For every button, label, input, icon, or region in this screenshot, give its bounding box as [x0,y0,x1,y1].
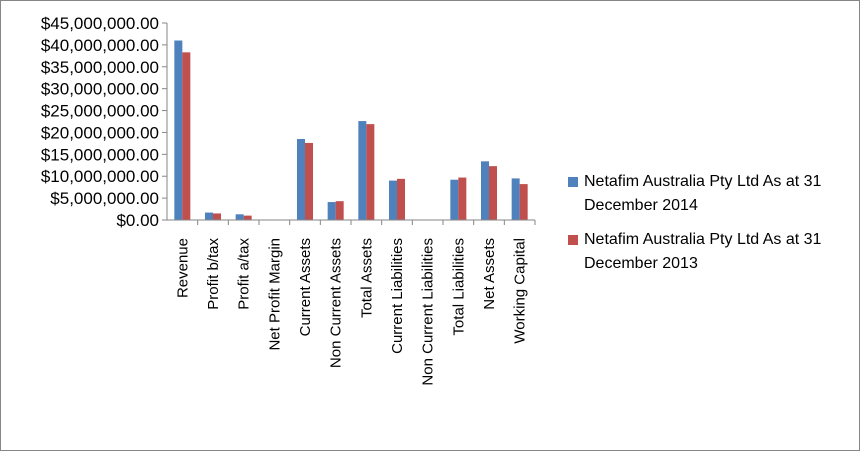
x-category-label: Profit b/tax [205,238,222,310]
bar-2014 [297,139,305,220]
legend-label-2013: Netafim Australia Pty Ltd As at 31 Decem… [584,231,822,272]
y-tick-label: $0.00 [116,211,159,230]
y-axis-ticks: $0.00 $5,000,000.00 $10,000,000.00 $15,000,… [41,14,167,230]
bar-2013 [243,215,252,220]
bar-2013 [366,124,375,220]
x-axis-category-labels: Revenue Profit b/tax Profit a/tax Net Profi… [174,238,528,386]
x-category-label: Net Profit Margin [266,238,283,351]
x-category-label: Profit a/tax [236,238,253,310]
bar-2013 [397,178,405,220]
y-tick-label: $35,000,000.00 [41,58,159,77]
x-category-label: Non Current Assets [328,238,345,368]
x-category-label: Current Liabilities [389,238,406,354]
bar-2014 [511,178,520,220]
bar-2013 [489,166,497,220]
legend-swatch-2013 [568,235,578,245]
y-tick-label: $15,000,000.00 [41,145,159,164]
bar-2014 [235,214,244,220]
bar-2014 [481,161,489,220]
bar-2014 [327,202,336,220]
x-category-label: Total Liabilities [450,238,467,336]
legend-item-2013: Netafim Australia Pty Ltd As at 31 Decem… [562,228,852,276]
bar-2014 [450,179,459,220]
bar-series [174,40,536,225]
y-tick-label: $25,000,000.00 [41,102,159,121]
bar-2014 [358,121,367,220]
y-tick-label: $30,000,000.00 [41,80,159,99]
bar-2013 [458,177,467,220]
bar-2014 [389,180,397,220]
y-tick-label: $10,000,000.00 [41,167,159,186]
x-category-label: Non Current Liabilities [420,238,437,386]
x-category-label: Revenue [174,238,191,298]
y-tick-label: $20,000,000.00 [41,123,159,142]
x-category-label: Working Capital [512,238,529,344]
y-tick-label: $40,000,000.00 [41,36,159,55]
legend: Netafim Australia Pty Ltd As at 31 Decem… [562,170,852,286]
bar-2013 [335,201,344,220]
legend-item-2014: Netafim Australia Pty Ltd As at 31 Decem… [562,170,852,218]
x-category-label: Current Assets [297,238,314,336]
x-category-label: Net Assets [481,238,498,310]
x-category-label: Total Assets [358,238,375,318]
bar-2013 [182,52,191,220]
legend-swatch-2014 [568,177,578,187]
y-tick-label: $5,000,000.00 [50,189,159,208]
bar-2014 [174,40,183,221]
bar-2013 [519,184,528,220]
legend-label-2014: Netafim Australia Pty Ltd As at 31 Decem… [584,173,822,214]
bar-2013 [305,142,313,220]
bar-2013 [213,213,221,220]
bar-2014 [205,212,213,220]
y-tick-label: $45,000,000.00 [41,14,159,33]
